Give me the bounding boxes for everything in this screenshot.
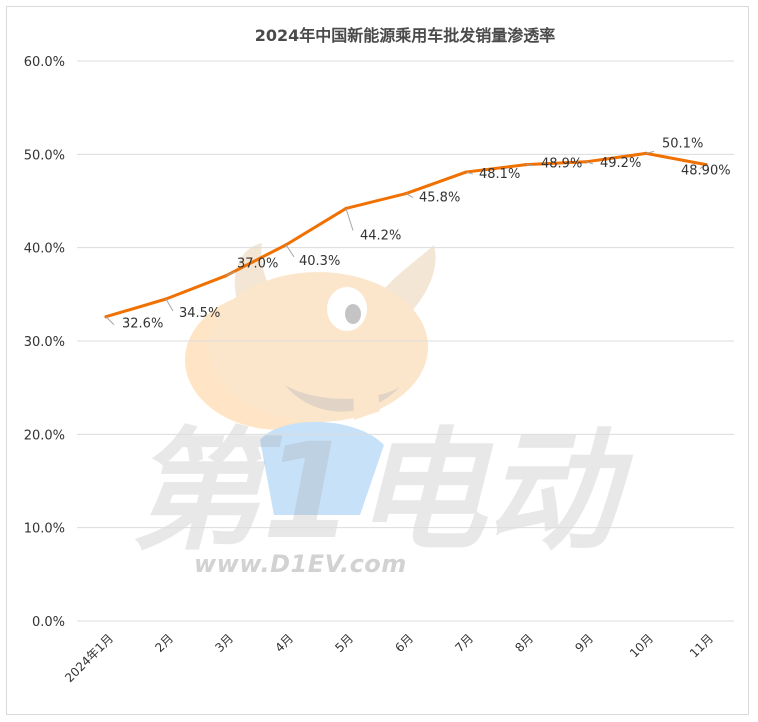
data-label-leader [405,193,414,198]
data-label: 34.5% [179,306,220,321]
x-tick-label: 7月 [452,631,476,655]
data-label: 37.0% [237,257,278,272]
data-label: 32.6% [122,317,163,332]
series-line [104,151,708,319]
data-point [584,160,588,164]
data-label-leader [225,271,236,277]
data-label-leader [105,316,115,326]
data-label-leader [465,171,474,175]
y-tick-label: 20.0% [24,428,65,443]
data-label-leader [585,161,594,165]
data-label-leader [645,150,655,154]
data-label-leader [525,164,534,167]
data-point [464,170,468,174]
data-label-leader [699,164,707,170]
x-tick-label: 6月 [392,631,416,655]
x-tick-label: 11月 [687,631,716,660]
chart-title: 2024年中国新能源乘用车批发销量渗透率 [255,26,556,45]
x-tick-label: 5月 [332,631,356,655]
y-tick-label: 0.0% [32,615,65,630]
y-tick-label: 30.0% [24,335,65,350]
chart-frame [6,6,749,715]
data-label-leader [165,298,174,312]
data-label: 48.9% [541,157,582,172]
url-watermark: www.D1EV.com [194,550,407,578]
x-tick-label: 9月 [572,631,596,655]
data-label-leader [285,244,295,258]
data-label: 49.2% [600,156,641,171]
x-tick-label: 2月 [152,631,176,655]
data-label: 48.1% [479,167,520,182]
y-tick-label: 40.0% [24,242,65,257]
x-tick-label: 8月 [512,631,536,655]
data-label: 45.8% [419,191,460,206]
data-label: 50.1% [662,136,703,151]
data-label-leader [345,208,354,231]
x-tick-label: 10月 [627,631,656,660]
data-label: 40.3% [299,254,340,269]
y-tick-label: 10.0% [24,522,65,537]
y-tick-label: 50.0% [24,148,65,163]
data-point [344,206,348,211]
x-tick-label: 2024年1月 [62,631,116,685]
y-tick-label: 60.0% [24,55,65,70]
x-tick-label: 4月 [272,631,296,655]
data-label: 48.90% [681,164,731,179]
x-tick-label: 3月 [212,631,236,655]
data-label: 44.2% [360,228,401,243]
